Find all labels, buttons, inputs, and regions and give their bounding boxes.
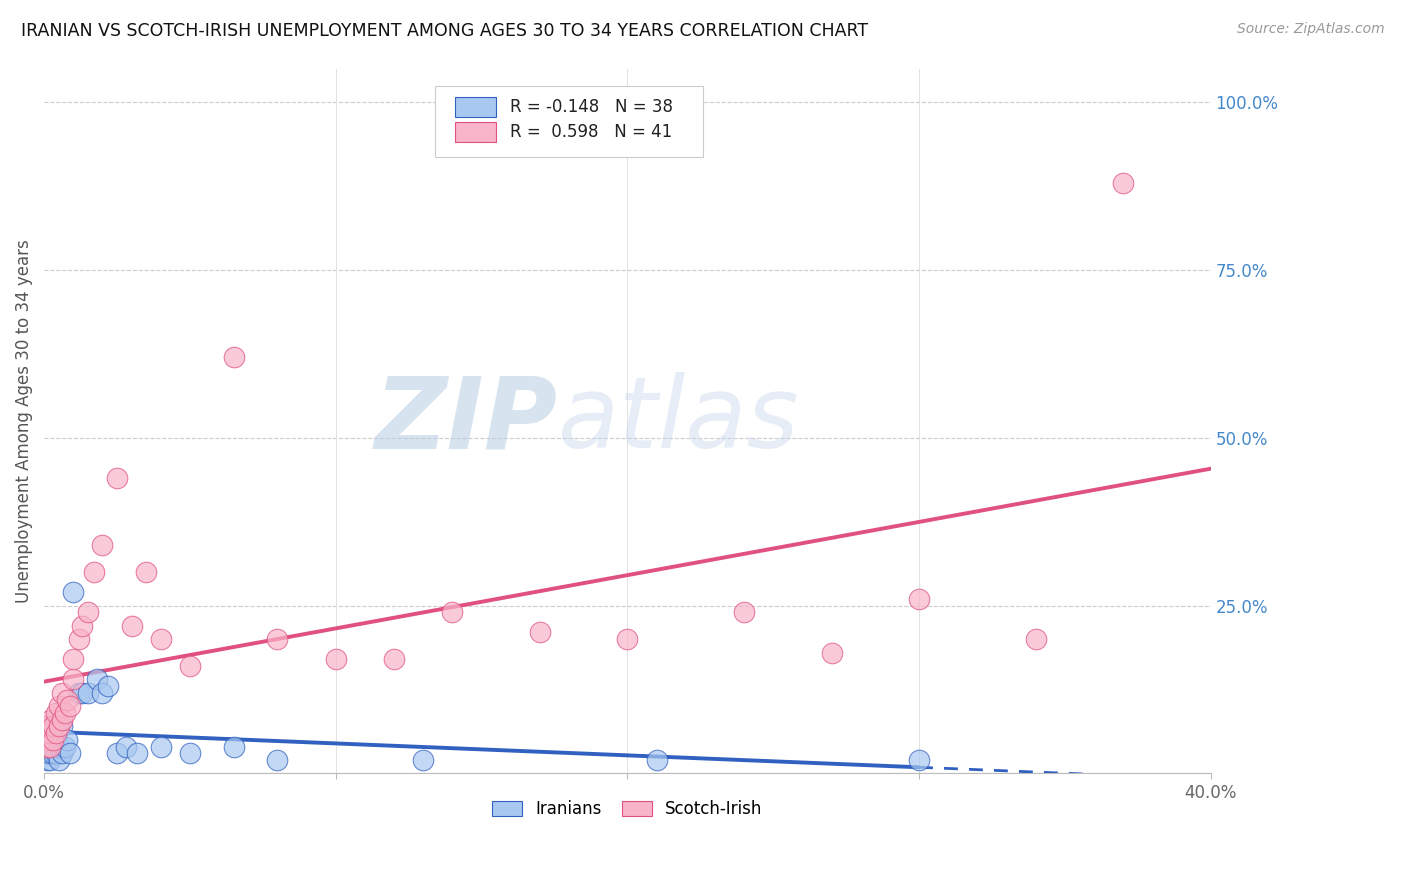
Point [42,719,65,733]
Point [1112,176,1135,190]
Point [45,732,67,747]
Point [39,719,62,733]
Text: ZIP: ZIP [374,373,557,469]
Point [62,652,84,666]
Point [35,726,58,740]
Point [51,713,73,727]
Point [56,732,79,747]
Point [51,686,73,700]
Point [266,632,288,647]
Point [53,706,76,720]
Point [35,732,58,747]
Text: IRANIAN VS SCOTCH-IRISH UNEMPLOYMENT AMONG AGES 30 TO 34 YEARS CORRELATION CHART: IRANIAN VS SCOTCH-IRISH UNEMPLOYMENT AMO… [21,22,869,40]
Point [48,719,70,733]
Point [45,746,67,760]
Point [35,753,58,767]
Point [105,471,128,485]
Point [39,713,62,727]
Text: atlas: atlas [557,373,799,469]
Point [91,686,114,700]
Y-axis label: Unemployment Among Ages 30 to 34 years: Unemployment Among Ages 30 to 34 years [15,239,32,603]
Point [59,746,82,760]
Point [325,652,347,666]
Point [70,618,93,632]
Point [179,659,201,673]
Point [645,753,668,767]
Point [382,652,405,666]
Point [121,618,143,632]
Point [48,699,70,714]
Point [127,746,149,760]
Point [733,605,755,619]
Point [35,746,58,760]
Point [76,686,98,700]
Point [83,565,105,579]
Point [908,591,931,606]
Point [39,726,62,740]
Point [39,746,62,760]
Point [266,753,288,767]
Point [149,739,172,754]
Point [42,739,65,754]
Point [39,739,62,754]
Point [53,739,76,754]
Point [56,692,79,706]
Point [39,753,62,767]
Point [35,739,58,754]
Point [35,719,58,733]
Point [70,686,93,700]
Point [45,726,67,740]
Bar [454,122,495,142]
Point [97,679,120,693]
Point [39,732,62,747]
Point [412,753,434,767]
Point [59,699,82,714]
Point [908,753,931,767]
Point [135,565,157,579]
Point [616,632,638,647]
Point [45,706,67,720]
Point [35,732,58,747]
Point [1025,632,1047,647]
Point [441,605,464,619]
Point [105,746,128,760]
Point [51,719,73,733]
Point [62,585,84,599]
Point [222,350,245,364]
Point [62,673,84,687]
Point [48,753,70,767]
Point [179,746,201,760]
Point [35,739,58,754]
Point [42,746,65,760]
Point [48,739,70,754]
Point [42,726,65,740]
Point [529,625,551,640]
Point [91,538,114,552]
Legend: Iranians, Scotch-Irish: Iranians, Scotch-Irish [485,794,769,825]
Point [222,739,245,754]
FancyBboxPatch shape [434,87,703,157]
Point [149,632,172,647]
Text: Source: ZipAtlas.com: Source: ZipAtlas.com [1237,22,1385,37]
Point [76,605,98,619]
Point [67,632,90,647]
Point [86,673,108,687]
Text: R = -0.148   N = 38: R = -0.148 N = 38 [509,98,672,116]
Point [114,739,136,754]
Text: R =  0.598   N = 41: R = 0.598 N = 41 [509,123,672,141]
Point [67,686,90,700]
Point [820,646,842,660]
Bar [454,97,495,117]
Point [51,746,73,760]
Point [42,732,65,747]
